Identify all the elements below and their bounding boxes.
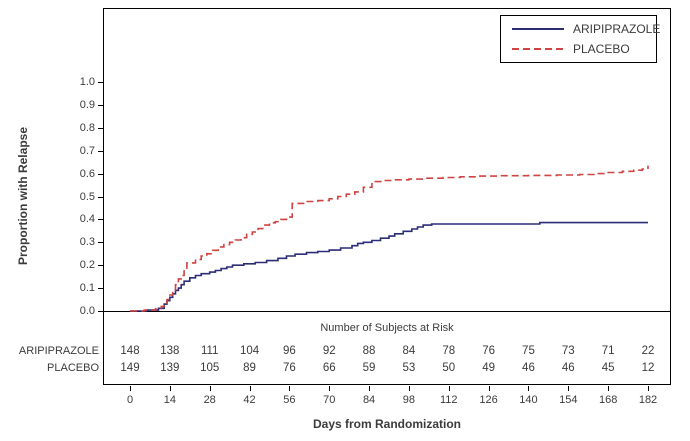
risk-count: 104 [239, 345, 260, 357]
x-tick-mark [408, 386, 410, 391]
legend-item-placebo: PLACEBO [501, 41, 656, 57]
risk-count: 46 [561, 362, 575, 374]
x-tick-label: 56 [283, 394, 296, 406]
y-tick-label: 0.7 [79, 144, 95, 157]
risk-count: 148 [120, 345, 140, 357]
legend-label: ARIPIPRAZOLE [573, 21, 661, 36]
y-tick-mark [98, 311, 103, 312]
risk-count: 71 [601, 345, 615, 357]
x-tick-mark [608, 386, 610, 391]
x-tick-label: 154 [559, 394, 578, 406]
risk-count: 76 [282, 362, 296, 374]
x-tick-mark [568, 386, 570, 391]
risk-count: 111 [200, 345, 219, 357]
solid-line-swatch [512, 27, 564, 30]
risk-count: 59 [362, 362, 376, 374]
risk-count: 149 [120, 362, 140, 374]
y-axis-title: Proportion with Relapse [16, 127, 30, 266]
risk-count: 45 [601, 362, 615, 374]
risk-count: 22 [641, 345, 655, 357]
y-tick-label: 0.0 [79, 305, 95, 317]
y-tick-mark [98, 82, 103, 83]
x-tick-label: 112 [439, 394, 458, 406]
legend-label: PLACEBO [573, 42, 630, 57]
x-tick-mark [528, 386, 530, 391]
x-tick-mark [369, 386, 371, 391]
x-tick-mark [648, 386, 649, 391]
y-tick-label: 0.6 [79, 167, 95, 180]
risk-count: 92 [322, 345, 336, 357]
x-tick-label: 42 [243, 394, 256, 406]
x-axis-title: Days from Randomization [312, 417, 462, 431]
risk-count: 139 [160, 362, 180, 374]
x-tick-mark [130, 386, 131, 391]
x-tick-label: 168 [598, 394, 618, 406]
x-tick-mark [249, 386, 251, 391]
risk-count: 76 [482, 345, 496, 357]
risk-count: 50 [442, 362, 456, 374]
x-axis-line [103, 311, 671, 312]
y-tick-mark [98, 173, 103, 175]
risk-count: 138 [160, 345, 180, 357]
x-tick-label: 14 [163, 394, 176, 406]
x-tick-label: 98 [402, 394, 416, 406]
risk-count: 73 [561, 345, 575, 357]
legend-item-aripiprazole: ARIPIPRAZOLE [501, 21, 660, 37]
risk-count: 53 [402, 362, 416, 374]
risk-row-label-placebo: PLACEBO [47, 362, 99, 374]
y-tick-label: 0.4 [79, 213, 95, 226]
y-tick-mark [98, 219, 103, 221]
risk-table-title: Number of Subjects at Risk [320, 322, 454, 334]
risk-count: 88 [362, 345, 376, 357]
x-tick-mark [448, 386, 450, 391]
x-tick-mark [209, 386, 211, 391]
x-tick-label: 182 [638, 394, 658, 406]
risk-count: 66 [322, 362, 336, 374]
y-tick-label: 0.1 [79, 282, 95, 295]
x-tick-mark [488, 386, 490, 391]
risk-count: 78 [442, 345, 456, 357]
risk-count: 89 [243, 362, 256, 374]
y-tick-label: 0.5 [79, 190, 95, 203]
risk-count: 84 [402, 345, 416, 357]
risk-row-label-aripiprazole: ARIPIPRAZOLE [18, 345, 99, 357]
y-tick-mark [98, 265, 103, 267]
legend: ARIPIPRAZOLE PLACEBO [500, 15, 660, 63]
risk-count: 49 [482, 362, 496, 374]
y-tick-label: 0.3 [79, 236, 95, 249]
x-tick-label: 140 [519, 394, 538, 406]
y-tick-label: 1.0 [79, 76, 95, 88]
risk-count: 46 [522, 362, 535, 374]
x-tick-label: 126 [479, 394, 498, 406]
y-tick-label: 0.8 [79, 121, 95, 134]
y-tick-mark [98, 127, 103, 129]
x-tick-label: 28 [203, 394, 216, 406]
risk-count: 96 [282, 345, 296, 357]
y-tick-mark [98, 104, 103, 106]
x-tick-label: 0 [126, 394, 134, 406]
x-tick-mark [329, 386, 331, 391]
x-tick-label: 70 [323, 394, 336, 406]
y-tick-label: 0.2 [79, 259, 95, 272]
x-tick-mark [289, 386, 291, 391]
risk-count: 105 [200, 362, 220, 374]
dashed-line-swatch [512, 48, 564, 51]
risk-count: 12 [641, 362, 655, 374]
y-tick-mark [98, 288, 103, 290]
y-tick-mark [98, 242, 103, 244]
y-tick-mark [98, 150, 103, 152]
risk-count: 75 [522, 345, 535, 357]
x-tick-mark [169, 386, 171, 391]
y-tick-mark [98, 196, 103, 198]
y-tick-label: 0.9 [79, 98, 95, 111]
x-tick-label: 84 [362, 394, 376, 406]
